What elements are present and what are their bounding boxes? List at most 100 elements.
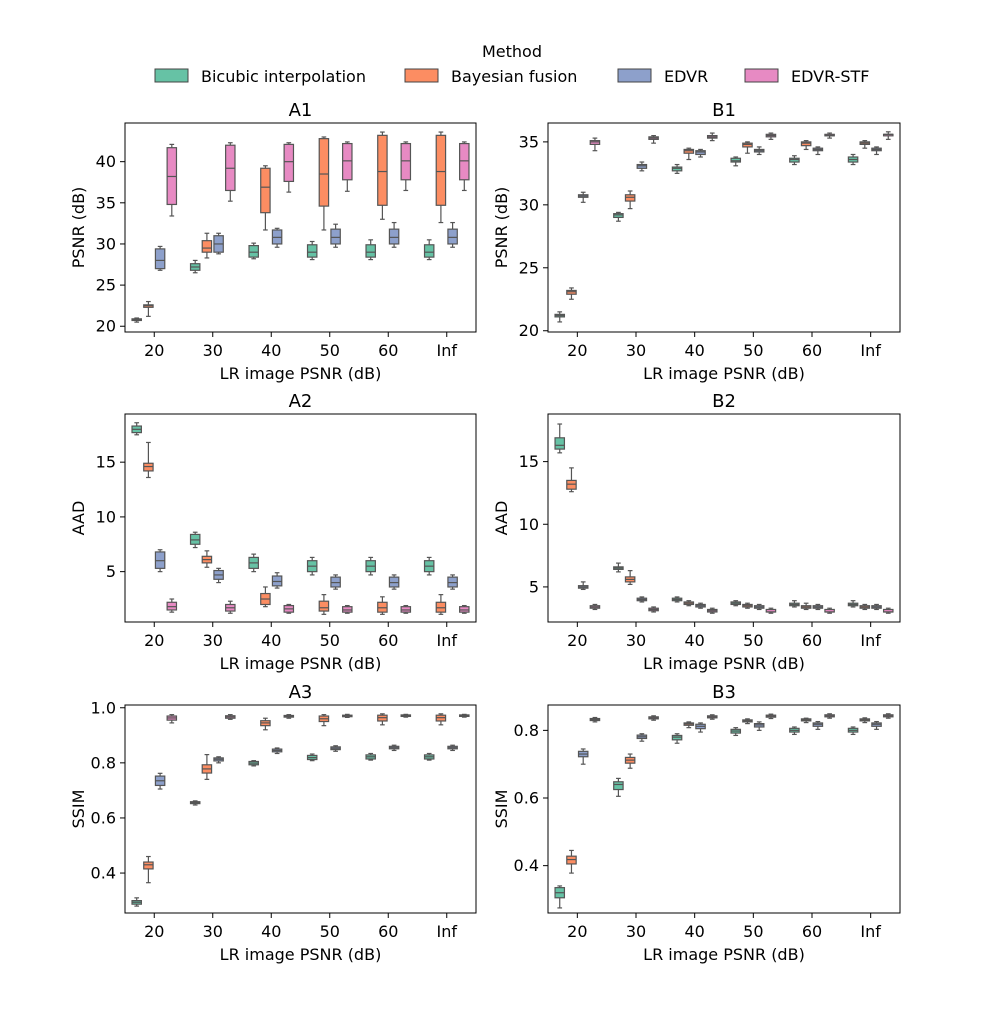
box-bicubic-interpolation	[423, 556, 435, 576]
legend-label: EDVR-STF	[791, 67, 869, 86]
y-tick-label: 30	[96, 234, 116, 253]
box-bicubic-interpolation	[671, 733, 683, 744]
box-edvr-stf	[765, 713, 777, 720]
box-bayesian-fusion	[318, 136, 330, 231]
box-bicubic-interpolation	[365, 239, 376, 261]
panel-title: B3	[712, 682, 736, 703]
box-body	[306, 244, 318, 258]
box-body	[400, 142, 412, 181]
plot-frame	[124, 122, 477, 333]
box-edvr	[695, 148, 706, 158]
x-tick-label: 40	[261, 341, 281, 360]
box-edvr	[753, 146, 765, 156]
box-edvr	[695, 602, 706, 609]
box-edvr	[388, 574, 400, 590]
x-tick-label: 30	[203, 341, 223, 360]
box-edvr	[388, 221, 400, 248]
x-tick-label: 50	[320, 922, 340, 941]
box-bayesian-fusion	[742, 718, 753, 725]
box-edvr-stf	[400, 141, 412, 192]
x-tick-label: 20	[567, 631, 587, 650]
box-edvr	[271, 747, 283, 755]
box-bayesian-fusion	[435, 594, 447, 615]
box-body	[566, 479, 577, 490]
box-edvr-stf	[648, 715, 659, 721]
box-edvr	[577, 581, 589, 591]
y-tick-label: 1.0	[91, 698, 116, 717]
y-tick-label: 5	[106, 562, 116, 581]
box-bayesian-fusion	[742, 602, 753, 609]
legend-label: EDVR	[664, 67, 708, 86]
box-bayesian-fusion	[318, 594, 330, 615]
box-edvr-stf	[283, 603, 295, 614]
y-tick-label: 25	[519, 258, 539, 277]
box-bicubic-interpolation	[423, 752, 435, 761]
box-bayesian-fusion	[318, 714, 330, 727]
box-bayesian-fusion	[566, 849, 577, 874]
x-tick-label: Inf	[860, 631, 881, 650]
box-edvr-stf	[342, 713, 353, 718]
x-axis-label: LR image PSNR (dB)	[643, 945, 805, 964]
legend-entry: EDVR-STF	[744, 67, 869, 86]
box-bicubic-interpolation	[554, 885, 566, 909]
y-axis-label: PSNR (dB)	[492, 187, 511, 269]
y-tick-label: 0.4	[514, 856, 539, 875]
plot-frame	[124, 413, 477, 623]
box-edvr-stf	[765, 132, 777, 140]
box-bayesian-fusion	[683, 600, 695, 607]
box-body	[789, 157, 800, 163]
plot-frame	[547, 122, 901, 333]
y-tick-label: 35	[519, 132, 539, 151]
box-bayesian-fusion	[800, 717, 812, 724]
box-bicubic-interpolation	[306, 556, 318, 576]
box-edvr-stf	[400, 713, 412, 718]
box-body	[143, 861, 154, 870]
box-bicubic-interpolation	[554, 423, 566, 454]
box-edvr-stf	[225, 600, 236, 614]
panel-b3: B3 0.4 0.6 0.8 20 30 40 50 60 Inf LR image PSNR (d…	[492, 682, 901, 964]
box-edvr	[636, 161, 648, 172]
box-edvr-stf	[459, 713, 470, 718]
box-body	[566, 289, 577, 295]
box-bayesian-fusion	[201, 753, 213, 780]
y-axis-label: AAD	[69, 501, 88, 536]
y-tick-label: 25	[96, 276, 116, 295]
box-edvr-stf	[882, 713, 894, 719]
box-edvr-stf	[706, 132, 718, 142]
box-body	[154, 248, 166, 270]
box-edvr-stf	[459, 604, 470, 614]
box-edvr-stf	[706, 714, 718, 720]
legend-swatch	[154, 68, 189, 83]
y-tick-label: 40	[96, 152, 116, 171]
box-bicubic-interpolation	[189, 531, 201, 549]
x-tick-label: 60	[378, 922, 398, 941]
box-bicubic-interpolation	[248, 553, 259, 573]
x-tick-label: 20	[144, 922, 164, 941]
box-bayesian-fusion	[859, 603, 871, 611]
box-edvr-stf	[824, 132, 835, 139]
x-tick-label: 50	[743, 922, 763, 941]
box-edvr	[330, 223, 341, 248]
box-body	[201, 240, 213, 253]
box-edvr	[388, 744, 400, 752]
box-body	[742, 142, 753, 148]
x-tick-label: Inf	[437, 341, 458, 360]
box-edvr-stf	[400, 604, 412, 614]
box-edvr-stf	[824, 607, 835, 614]
box-edvr-stf	[283, 142, 295, 193]
x-tick-label: 50	[743, 631, 763, 650]
x-tick-label: 20	[144, 631, 164, 650]
legend-swatch	[744, 68, 779, 83]
box-edvr	[577, 191, 589, 203]
box-bayesian-fusion	[143, 855, 154, 884]
box-bayesian-fusion	[624, 570, 636, 586]
box-bicubic-interpolation	[189, 800, 201, 806]
box-bicubic-interpolation	[306, 753, 318, 762]
box-edvr-stf	[706, 607, 718, 614]
y-axis-label: SSIM	[492, 790, 511, 829]
x-tick-label: 30	[626, 922, 646, 941]
plot-frame	[547, 704, 901, 914]
box-edvr	[154, 245, 166, 271]
box-bayesian-fusion	[566, 287, 577, 300]
